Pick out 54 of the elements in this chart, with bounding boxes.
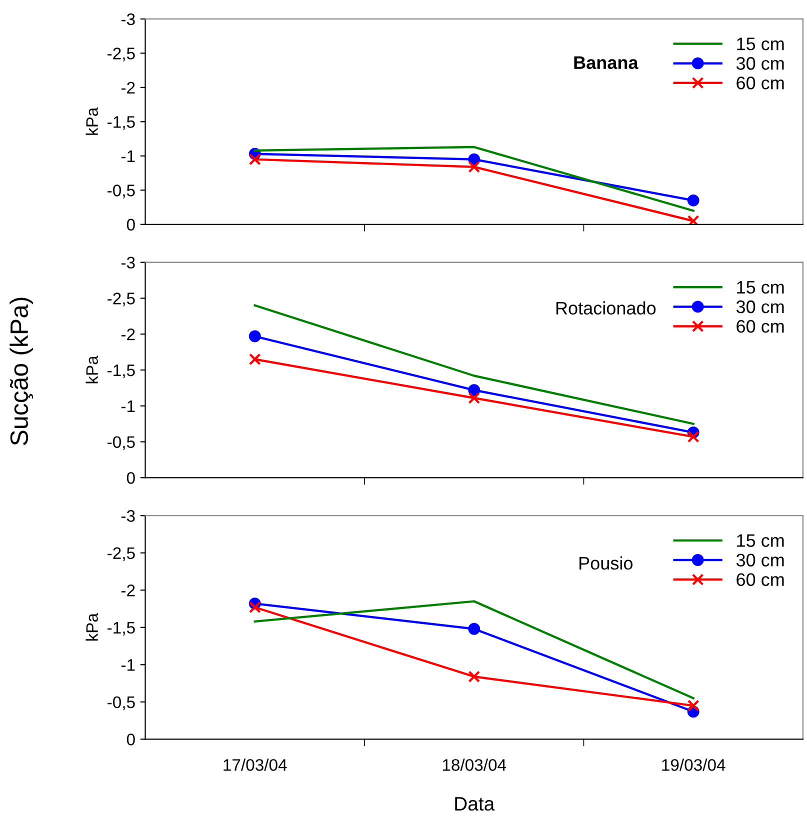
x-tick-label: 18/03/04 xyxy=(442,758,506,771)
point xyxy=(468,160,480,173)
legend-label: 60 cm xyxy=(736,76,784,90)
text: Banana xyxy=(574,56,638,70)
legend-label: 15 cm xyxy=(737,534,784,547)
point xyxy=(687,700,700,712)
y-tick-label: -3 xyxy=(121,13,135,26)
y-tick-label: 0 xyxy=(126,734,135,746)
y-tick-label: -1,5 xyxy=(108,116,135,130)
text: Pousio xyxy=(580,556,632,570)
legend-label: 15 cm xyxy=(737,281,784,294)
point xyxy=(687,194,700,206)
point xyxy=(468,384,480,396)
legend-label: 30 cm xyxy=(736,300,784,314)
point xyxy=(468,392,480,404)
point xyxy=(248,601,261,614)
legend-label: 60 cm xyxy=(736,320,784,333)
y-tick-label: -0,5 xyxy=(108,436,135,450)
legend-label: 30 cm xyxy=(736,554,784,566)
y-tick-label: -1 xyxy=(121,659,135,671)
text: Sucção (kPa) xyxy=(10,298,34,446)
y-axis-title: kPa xyxy=(86,107,98,135)
x-axis-title: Data xyxy=(455,797,495,811)
y-tick-label: -3 xyxy=(121,510,135,522)
legend-label: 30 cm xyxy=(736,57,784,70)
point xyxy=(468,622,480,635)
y-tick-label: -1,5 xyxy=(108,364,135,378)
y-tick-label: -1 xyxy=(121,150,135,162)
y-tick-label: -1,5 xyxy=(108,622,135,636)
x-tick-label: 19/03/04 xyxy=(662,758,726,771)
x-tick-label: 17/03/04 xyxy=(224,758,287,771)
y-tick-label: -2,5 xyxy=(108,48,135,62)
legend-label: 15 cm xyxy=(737,38,784,50)
y-tick-label: -2 xyxy=(121,82,135,94)
y-tick-label: 0 xyxy=(126,472,135,484)
y-tick-label: -2 xyxy=(121,584,135,596)
y-tick-label: -1 xyxy=(121,400,135,412)
point xyxy=(248,353,261,366)
point xyxy=(248,153,261,166)
point xyxy=(687,430,700,443)
y-tick-label: -2,5 xyxy=(108,547,135,562)
y-tick-label: -0,5 xyxy=(108,184,135,198)
y-tick-label: -2 xyxy=(121,328,135,340)
y-tick-label: -2,5 xyxy=(108,292,135,306)
point xyxy=(687,215,700,224)
y-tick-label: -0,5 xyxy=(108,696,135,710)
text: Rotacionado xyxy=(556,301,656,315)
legend-label: 60 cm xyxy=(736,573,784,586)
y-axis-title: kPa xyxy=(86,356,98,384)
point xyxy=(248,330,261,342)
point xyxy=(468,670,480,683)
y-tick-label: -3 xyxy=(121,256,135,269)
y-axis-title: kPa xyxy=(86,613,98,641)
y-tick-label: 0 xyxy=(126,218,135,231)
